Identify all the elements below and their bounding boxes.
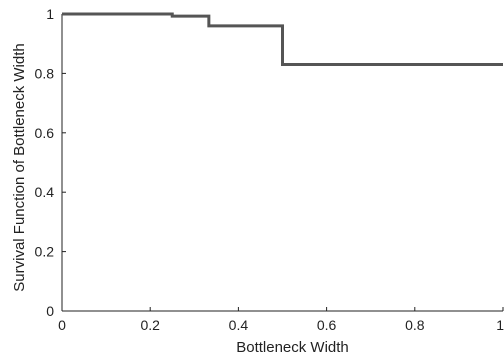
x-axis-title: Bottleneck Width: [236, 339, 349, 356]
y-axis-title: Survival Function of Bottleneck Width: [11, 43, 28, 291]
y-tick-label: 0.8: [35, 65, 55, 81]
x-tick-label: 0.2: [140, 317, 160, 333]
x-tick-label: 0.4: [229, 317, 249, 333]
x-tick-label: 0: [58, 317, 66, 333]
y-tick-label: 0.2: [35, 244, 55, 260]
y-tick-label: 0.6: [35, 125, 55, 141]
plot-area: 0 0.2 0.4 0.6 0.8 1 0 0.2 0.4 0.6 0.8 1: [35, 6, 504, 333]
y-tick-label: 0.4: [35, 184, 55, 200]
x-tick-label: 1: [496, 317, 504, 333]
x-tick-label: 0.8: [405, 317, 425, 333]
survival-step-line: [62, 12, 503, 66]
y-tick-label: 0: [46, 303, 54, 319]
y-tick-label: 1: [46, 6, 54, 22]
x-tick-label: 0.6: [317, 317, 337, 333]
